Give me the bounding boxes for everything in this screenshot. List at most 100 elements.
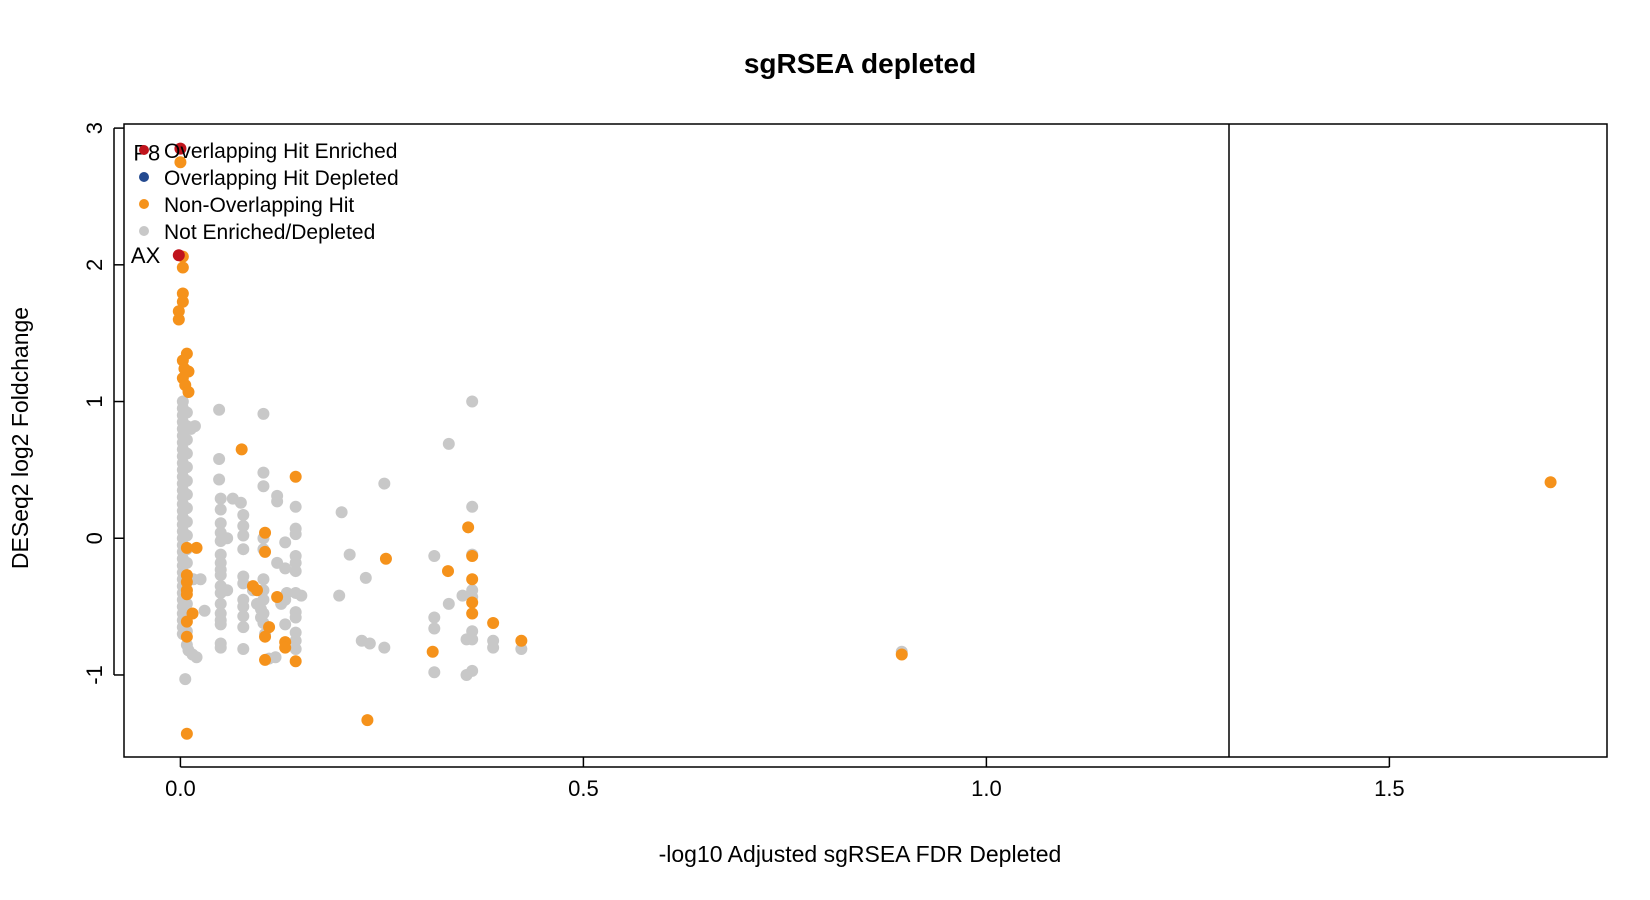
data-points (173, 143, 1557, 740)
data-point (279, 536, 291, 548)
data-point (215, 642, 227, 654)
data-point (427, 646, 439, 658)
data-point (182, 386, 194, 398)
data-point (257, 573, 269, 585)
data-point (466, 396, 478, 408)
data-point (236, 443, 248, 455)
x-tick-label: 1.5 (1374, 776, 1405, 801)
data-point (466, 607, 478, 619)
data-point (181, 557, 193, 569)
data-point (215, 569, 227, 581)
data-point (466, 633, 478, 645)
data-point (487, 642, 499, 654)
data-point (181, 631, 193, 643)
data-point (213, 473, 225, 485)
data-point (191, 542, 203, 554)
data-point (487, 617, 499, 629)
data-point (361, 714, 373, 726)
data-point (181, 475, 193, 487)
data-point (344, 549, 356, 561)
legend-entry: Overlapping Hit Enriched (164, 140, 397, 163)
data-point (181, 530, 193, 542)
data-point (181, 516, 193, 528)
data-point (271, 495, 283, 507)
point-annotation: AX (131, 243, 161, 268)
data-point (181, 489, 193, 501)
plot-area (124, 124, 1607, 757)
legend-marker (139, 172, 149, 182)
data-point (235, 497, 247, 509)
legend-entry: Not Enriched/Depleted (164, 221, 375, 244)
data-point (270, 651, 282, 663)
data-point (199, 605, 211, 617)
legend-marker (139, 226, 149, 236)
data-point (221, 584, 233, 596)
data-point (237, 530, 249, 542)
data-point (181, 447, 193, 459)
data-point (181, 616, 193, 628)
y-tick-label: 2 (82, 259, 107, 271)
data-point (515, 635, 527, 647)
data-point (221, 532, 233, 544)
data-point (279, 642, 291, 654)
data-point (173, 249, 185, 261)
legend-marker (139, 199, 149, 209)
data-point (271, 591, 283, 603)
data-point (257, 467, 269, 479)
data-point (215, 504, 227, 516)
y-tick-label: 1 (82, 395, 107, 407)
data-point (290, 565, 302, 577)
data-point (215, 618, 227, 630)
x-axis-label: -log10 Adjusted sgRSEA FDR Depleted (659, 841, 1062, 867)
data-point (442, 565, 454, 577)
data-point (333, 590, 345, 602)
data-point (360, 572, 372, 584)
data-point (466, 573, 478, 585)
data-point (896, 648, 908, 660)
data-point (237, 610, 249, 622)
data-point (290, 501, 302, 513)
x-tick-label: 0.0 (165, 776, 196, 801)
series-non-overlapping-hit (173, 156, 1557, 739)
legend-entry: Non-Overlapping Hit (164, 194, 354, 217)
x-axis: 0.0 0.5 1.0 1.5 (165, 757, 1405, 801)
data-point (179, 673, 191, 685)
data-point (290, 471, 302, 483)
data-point (181, 461, 193, 473)
data-point (189, 420, 201, 432)
data-point (279, 618, 291, 630)
data-point (466, 550, 478, 562)
y-tick-label: 3 (82, 122, 107, 134)
data-point (295, 590, 307, 602)
data-point (428, 622, 440, 634)
data-point (237, 509, 249, 521)
data-point (364, 638, 376, 650)
data-point (259, 527, 271, 539)
data-point (237, 643, 249, 655)
data-point (290, 528, 302, 540)
data-point (181, 728, 193, 740)
y-tick-label: 0 (82, 532, 107, 544)
data-point (213, 453, 225, 465)
data-point (237, 621, 249, 633)
data-point (466, 665, 478, 677)
plot-frame (124, 124, 1607, 757)
data-point (237, 543, 249, 555)
data-point (428, 666, 440, 678)
x-tick-label: 1.0 (971, 776, 1002, 801)
data-point (259, 654, 271, 666)
data-point (257, 408, 269, 420)
data-point (1545, 476, 1557, 488)
data-point (466, 597, 478, 609)
data-point (290, 612, 302, 624)
data-point (290, 643, 302, 655)
y-tick-label: -1 (82, 665, 107, 685)
data-point (251, 584, 263, 596)
data-point (290, 655, 302, 667)
data-point (466, 501, 478, 513)
data-point (428, 612, 440, 624)
data-point (173, 314, 185, 326)
data-point (257, 480, 269, 492)
